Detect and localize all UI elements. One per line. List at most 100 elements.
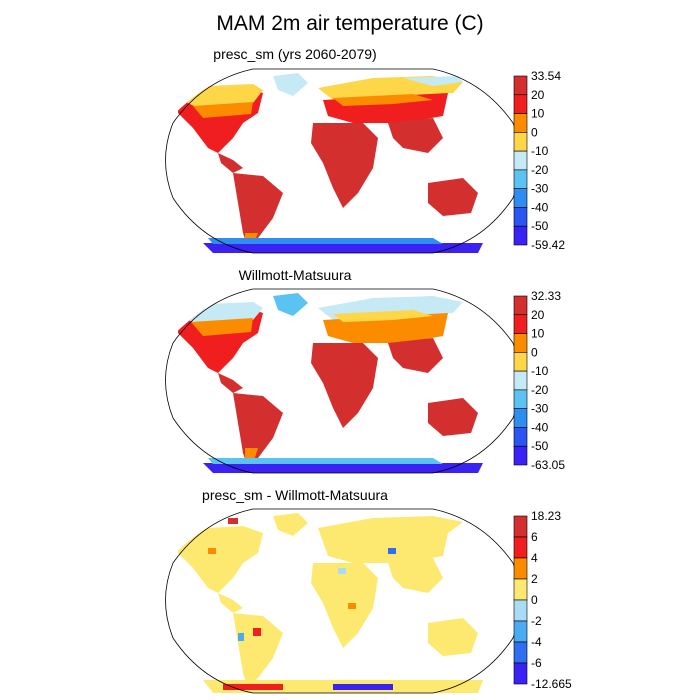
colorbar-swatch xyxy=(513,333,528,353)
colorbar-tick-label: -40 xyxy=(531,200,549,214)
australia xyxy=(428,398,478,436)
colorbar-swatch xyxy=(513,94,528,114)
africa xyxy=(311,343,378,428)
australia xyxy=(428,178,478,216)
colorbar-swatch xyxy=(513,641,528,664)
colorbar-tick-label: -40 xyxy=(531,420,549,434)
north-america-region xyxy=(178,526,263,593)
colorbar-swatch xyxy=(513,352,528,372)
colorbar-tick-label: 10 xyxy=(531,107,545,121)
warm-anomaly xyxy=(228,518,238,524)
colorbar-swatch xyxy=(513,408,528,428)
south-asia xyxy=(388,338,443,373)
eurasia-mid-yellow xyxy=(333,310,433,322)
colorbar-tick-label: 2 xyxy=(531,572,538,586)
colorbar-tick-label: 0 xyxy=(531,345,538,359)
central-america xyxy=(218,373,243,393)
central-america xyxy=(218,593,243,613)
colorbar-tick-label: 4 xyxy=(531,551,538,565)
colorbar-swatch xyxy=(513,620,528,643)
colorbar-tick-label: -30 xyxy=(531,402,549,416)
central-america xyxy=(218,153,243,173)
colorbar-tick-label: -30 xyxy=(531,182,549,196)
colorbar-tick-label: 10 xyxy=(531,327,545,341)
colorbar-tick-label: -12.665 xyxy=(531,677,572,691)
colorbar-swatch xyxy=(513,599,528,622)
colorbar-swatch xyxy=(513,662,528,685)
south-america xyxy=(233,613,283,688)
colorbar-tick-label: -20 xyxy=(531,383,549,397)
colorbar-swatch xyxy=(513,578,528,601)
colorbar-swatch xyxy=(513,370,528,391)
warm-anomaly xyxy=(208,548,216,554)
colorbar-swatch xyxy=(513,557,528,580)
eurasia-mid-orange xyxy=(333,94,433,106)
south-asia xyxy=(388,118,443,153)
eurasia-north-cold xyxy=(403,76,463,86)
warm-anomaly xyxy=(348,603,356,609)
antarctica-cool xyxy=(333,684,393,690)
colorbar-tick-label: -63.05 xyxy=(531,458,565,472)
south-asia xyxy=(388,558,443,593)
antarctica-warm xyxy=(223,684,283,690)
colorbar-tick-label: -10 xyxy=(531,144,549,158)
greenland xyxy=(273,73,308,96)
colorbar-swatch xyxy=(513,169,528,189)
colorbar-swatch xyxy=(513,132,528,152)
colorbar-tick-label: -59.42 xyxy=(531,238,565,252)
colorbar-swatch xyxy=(513,295,528,316)
panel-1-title: presc_sm (yrs 2060-2079) xyxy=(213,46,377,62)
colorbar-tick-label: 6 xyxy=(531,530,538,544)
map-panel-2 xyxy=(165,288,521,474)
map-boundary xyxy=(165,68,521,254)
colorbar-tick-label: 20 xyxy=(531,88,545,102)
cool-anomaly xyxy=(388,548,396,554)
colorbar-tick-label: 0 xyxy=(531,125,538,139)
colorbar-tick-label: 20 xyxy=(531,308,545,322)
colorbar-swatch xyxy=(513,207,528,227)
colorbar-tick-label: -50 xyxy=(531,439,549,453)
greenland xyxy=(273,513,308,536)
colorbars: 33.5420100-10-20-30-40-50-59.4232.332010… xyxy=(513,69,572,691)
colorbar-swatch xyxy=(513,314,528,334)
australia xyxy=(428,618,478,656)
antarctica xyxy=(203,243,483,253)
colorbar-swatch xyxy=(513,427,528,447)
colorbar-swatch xyxy=(513,445,528,466)
antarctica-edge xyxy=(208,238,443,244)
colorbar-swatch xyxy=(513,536,528,559)
cool-anomaly xyxy=(238,633,244,641)
colorbar-swatch xyxy=(513,389,528,409)
map-boundary xyxy=(165,508,521,694)
south-america xyxy=(233,393,283,468)
africa xyxy=(311,123,378,208)
north-america-band xyxy=(193,102,253,118)
colorbar-tick-label: -6 xyxy=(531,656,542,670)
colorbar-tick-label: 32.33 xyxy=(531,289,561,303)
map-panel-1 xyxy=(165,68,521,254)
colorbar-tick-label: 0 xyxy=(531,593,538,607)
figure-title: MAM 2m air temperature (C) xyxy=(216,12,484,35)
panel-3-title: presc_sm - Willmott-Matsuura xyxy=(202,487,388,503)
colorbar-tick-label: -4 xyxy=(531,635,542,649)
colorbar-tick-label: -2 xyxy=(531,614,542,628)
colorbar-swatch xyxy=(513,515,528,538)
colorbar-tick-label: -20 xyxy=(531,163,549,177)
colorbar-tick-label: 33.54 xyxy=(531,69,561,83)
colorbar-swatch xyxy=(513,188,528,208)
south-america xyxy=(233,173,283,248)
colorbar-swatch xyxy=(513,150,528,171)
colorbar-swatch xyxy=(513,225,528,246)
map-panel-3 xyxy=(165,508,521,694)
north-america-band xyxy=(191,318,253,336)
map-1 xyxy=(165,68,521,254)
cool-anomaly xyxy=(338,568,346,574)
colorbar-tick-label: -10 xyxy=(531,364,549,378)
greenland xyxy=(273,293,308,316)
colorbar-swatch xyxy=(513,113,528,133)
panel-2-title: Willmott-Matsuura xyxy=(238,267,352,283)
antarctica-edge xyxy=(208,458,443,464)
warm-anomaly xyxy=(253,628,261,636)
eurasia xyxy=(318,516,463,563)
